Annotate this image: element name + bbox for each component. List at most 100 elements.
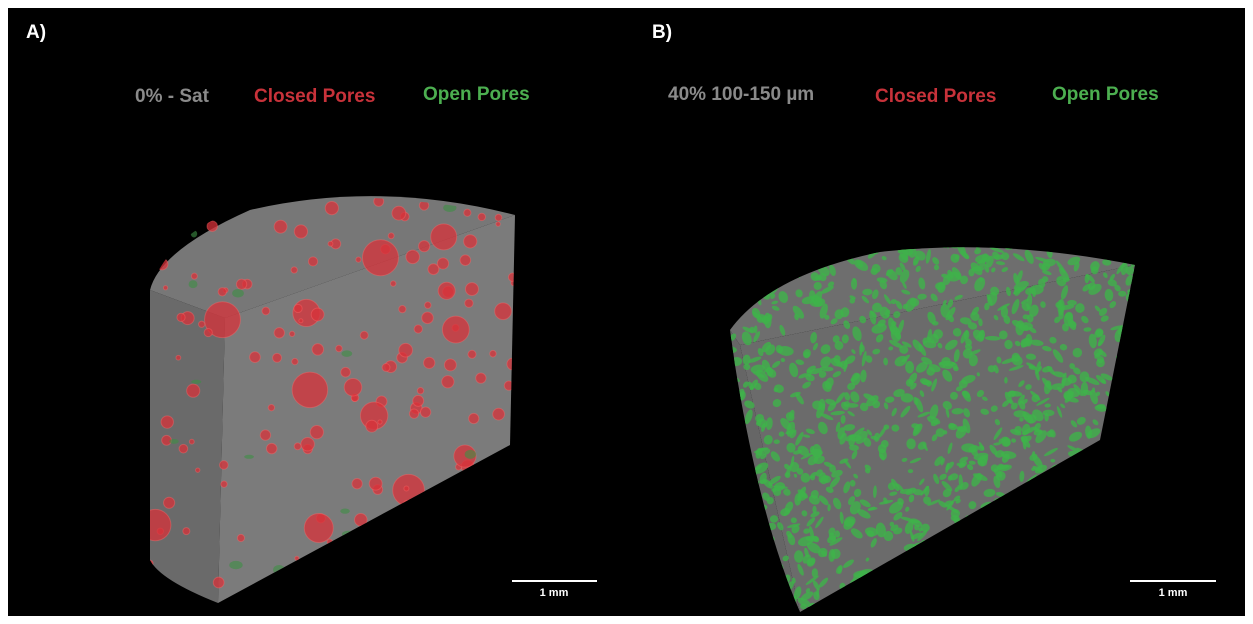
pore [465, 283, 478, 296]
pore [237, 534, 244, 541]
legend-item: Closed Pores [254, 86, 375, 107]
pore [476, 373, 486, 383]
pore [493, 408, 505, 420]
pore [366, 420, 378, 432]
pore [478, 213, 485, 220]
pore [464, 209, 471, 216]
pore [406, 250, 419, 263]
pore [191, 273, 197, 279]
pore [274, 220, 287, 233]
scale-bar-label: 1 mm [1159, 587, 1188, 599]
pore [438, 282, 455, 299]
pore [236, 279, 246, 289]
pore [291, 267, 297, 273]
pore [294, 304, 302, 312]
pore [464, 235, 477, 248]
pore [336, 345, 342, 351]
pore [344, 379, 362, 397]
pore [292, 358, 298, 364]
pore [250, 352, 261, 363]
pore [1118, 291, 1126, 297]
pore [409, 409, 418, 418]
pore [352, 479, 362, 489]
pore [340, 509, 349, 514]
pore [442, 316, 469, 343]
pore [425, 302, 431, 308]
pore [495, 214, 502, 221]
pore [460, 255, 471, 266]
pore [213, 577, 224, 588]
pore [177, 313, 185, 321]
pore [189, 280, 198, 288]
pore [268, 404, 274, 410]
pore [469, 413, 479, 423]
legend-item: 40% 100-150 µm [668, 84, 814, 105]
pore [1014, 410, 1027, 417]
pore [301, 437, 314, 450]
pore [378, 420, 382, 424]
pore [431, 224, 457, 250]
pore [161, 416, 173, 428]
pore [442, 376, 454, 388]
pore [399, 343, 413, 357]
legend-item: Open Pores [423, 84, 530, 105]
pore [422, 312, 434, 324]
pore [1004, 377, 1008, 384]
legend-item: Closed Pores [875, 86, 996, 107]
legend-item: 0% - Sat [135, 86, 210, 107]
pore [204, 328, 212, 336]
pore [189, 439, 194, 444]
panel-label: A) [26, 22, 46, 43]
pore [341, 350, 352, 356]
pore [360, 331, 368, 339]
pore [274, 328, 284, 338]
pore [260, 430, 270, 440]
pore [191, 380, 201, 384]
pore [244, 455, 254, 459]
pore [417, 388, 423, 394]
pore [362, 240, 398, 276]
pore [399, 306, 406, 313]
pore [382, 364, 390, 372]
pore [176, 355, 181, 360]
pore [310, 426, 323, 439]
pore [196, 468, 200, 472]
pore [356, 257, 361, 262]
pore [163, 286, 167, 290]
pore [392, 206, 406, 220]
pore [169, 439, 178, 444]
pore [413, 395, 424, 406]
pore [292, 372, 328, 408]
pore [328, 241, 333, 246]
pore [968, 269, 974, 277]
pore [341, 367, 351, 377]
pore [218, 288, 226, 296]
scale-bar-label: 1 mm [540, 587, 569, 599]
pore [404, 486, 409, 491]
pore [289, 331, 294, 336]
pore [273, 353, 282, 362]
pore [428, 264, 439, 275]
pore [304, 513, 333, 542]
page: A) 0% - Sat Closed Pores Open Pores B) 4… [0, 0, 1253, 624]
panel-label: B) [652, 22, 672, 43]
pore [266, 443, 276, 453]
legend-item: Open Pores [1052, 84, 1159, 105]
pore [495, 303, 512, 320]
pore [312, 344, 324, 356]
pore [424, 357, 435, 368]
pore [812, 568, 818, 577]
pore [369, 477, 382, 490]
pore [232, 289, 244, 298]
pore [465, 299, 473, 307]
pore [388, 233, 394, 239]
pore [391, 281, 396, 286]
pore [420, 407, 430, 417]
pore [419, 241, 430, 252]
pore [414, 325, 422, 333]
pore [490, 350, 497, 357]
pore [199, 321, 205, 327]
pore [496, 222, 500, 226]
pore [183, 528, 190, 535]
pore [308, 257, 317, 266]
